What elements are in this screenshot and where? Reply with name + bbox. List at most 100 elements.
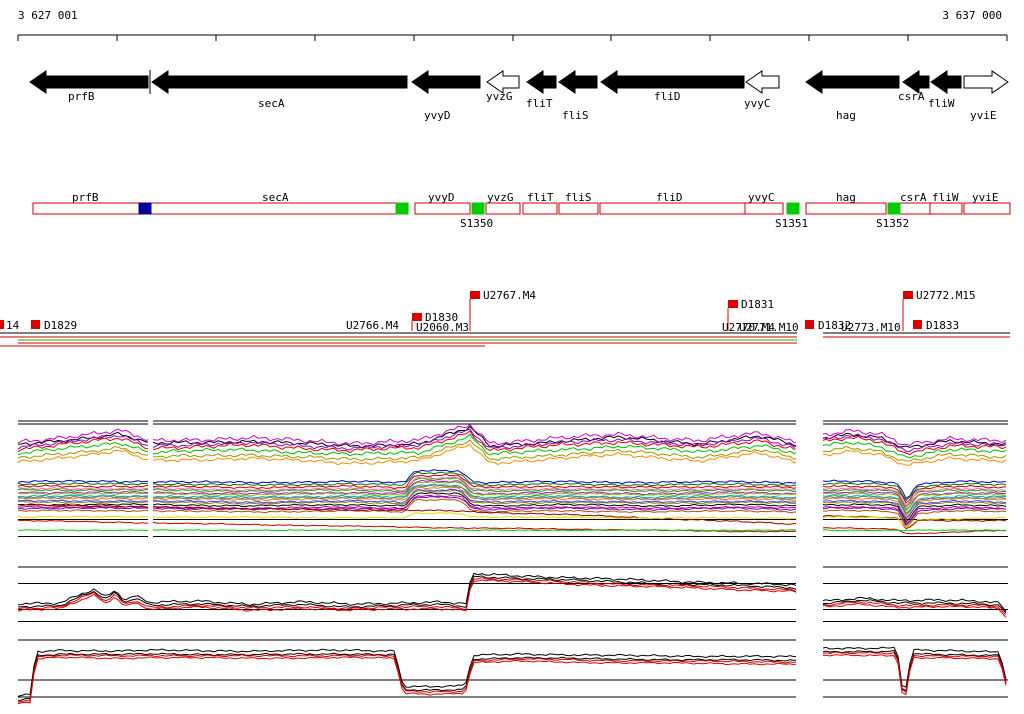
gene-arrow-csrA[interactable] — [902, 70, 930, 94]
probe-label-U2766.M4[interactable]: U2766.M4 — [346, 319, 399, 332]
probe-label-D1832[interactable]: D1832 — [818, 319, 851, 332]
gene-arrow-label-fliS: fliS — [562, 109, 589, 122]
probe-label-D1829[interactable]: D1829 — [44, 319, 77, 332]
probe-flag-14[interactable] — [0, 320, 4, 329]
probe-label-U2060.M3[interactable]: U2060.M3 — [416, 321, 469, 334]
gene-arrow-yvyD[interactable] — [411, 70, 481, 94]
gene-arrow-prfB[interactable] — [29, 70, 149, 94]
expression-series — [17, 439, 1007, 462]
expression-series — [17, 646, 1007, 697]
probe-flag-D1831[interactable] — [728, 300, 738, 308]
gene-box-label-hag: hag — [836, 191, 856, 204]
gene-box-csrA[interactable] — [899, 202, 931, 215]
gene-arrow-secA[interactable] — [151, 70, 408, 94]
probe-label-U2771.M10[interactable]: U2771.M10 — [739, 321, 799, 334]
gene-box-secA[interactable] — [150, 202, 409, 215]
gene-box-fliS[interactable] — [558, 202, 599, 215]
probe-flag-D1830[interactable] — [412, 313, 422, 321]
probe-label-D1833[interactable]: D1833 — [926, 319, 959, 332]
gene-arrow-label-hag: hag — [836, 109, 856, 122]
gene-box-yvyC[interactable] — [744, 202, 784, 215]
gene-box-fliW[interactable] — [929, 202, 963, 215]
segment-marker[interactable] — [138, 202, 152, 215]
gene-arrow-fliD[interactable] — [600, 70, 745, 94]
segment-label-S1350: S1350 — [460, 217, 493, 230]
probe-flag-D1829[interactable] — [31, 320, 40, 329]
expression-series — [17, 649, 1007, 702]
panel-gap — [796, 561, 823, 632]
probe-label-U2773.M10[interactable]: U2773.M10 — [841, 321, 901, 334]
expression-series — [17, 484, 1007, 515]
gene-box-label-fliS: fliS — [565, 191, 592, 204]
probe-flag-D1832[interactable] — [805, 320, 814, 329]
expression-series — [17, 489, 1007, 521]
expression-series — [17, 492, 1007, 523]
segment-marker-S1351[interactable] — [786, 202, 800, 215]
expression-series — [17, 577, 1007, 616]
gene-box-yviE[interactable] — [963, 202, 1011, 215]
gene-arrow-yvzG[interactable] — [486, 70, 520, 94]
expression-series — [17, 423, 1007, 447]
probe-flag-D1833[interactable] — [913, 320, 922, 329]
gene-box-label-fliT: fliT — [527, 191, 554, 204]
coordinate-end-label: 3 637 000 — [942, 9, 1002, 22]
gene-box-prfB[interactable] — [32, 202, 152, 215]
expression-series — [17, 575, 1007, 614]
probe-label-14[interactable]: 14 — [6, 319, 20, 332]
probe-label-D1830[interactable]: D1830 — [425, 311, 458, 324]
segment-label-S1351: S1351 — [775, 217, 808, 230]
gene-arrow-label-fliD: fliD — [654, 90, 681, 103]
gene-box-hag[interactable] — [805, 202, 887, 215]
segment-label-S1352: S1352 — [876, 217, 909, 230]
probe-flag-U2767.M4[interactable] — [470, 291, 480, 299]
segment-marker-S1352[interactable] — [887, 202, 901, 215]
gene-arrow-yvyC[interactable] — [745, 70, 780, 94]
expression-series — [17, 483, 1007, 514]
gene-arrow-label-yvyC: yvyC — [744, 97, 771, 110]
expression-series — [17, 579, 1007, 618]
gene-box-yvzG[interactable] — [485, 202, 521, 215]
segment-marker[interactable] — [395, 202, 409, 215]
probe-label-U2772.M15[interactable]: U2772.M15 — [916, 289, 976, 302]
expression-series — [17, 529, 1007, 532]
gene-box-fliD[interactable] — [599, 202, 746, 215]
expression-series — [17, 481, 1007, 512]
gene-arrow-hag[interactable] — [805, 70, 900, 94]
gene-arrow-yviE[interactable] — [963, 70, 1009, 94]
gene-box-label-yvyC: yvyC — [748, 191, 775, 204]
gene-box-label-fliD: fliD — [656, 191, 683, 204]
probe-flag-U2772.M15[interactable] — [903, 291, 913, 299]
expression-series — [17, 572, 1007, 612]
gene-arrow-fliT[interactable] — [526, 70, 557, 94]
probe-label-D1831[interactable]: D1831 — [741, 298, 774, 311]
coordinate-start-label: 3 627 001 — [18, 9, 78, 22]
expression-series — [17, 512, 1007, 528]
expression-series — [17, 479, 1007, 511]
expression-series — [17, 651, 1007, 703]
expression-series — [17, 488, 1007, 519]
gene-box-fliT[interactable] — [522, 202, 558, 215]
probe-label-U2770.M4[interactable]: U2770.M4 — [722, 321, 775, 334]
gene-arrow-label-yviE: yviE — [970, 109, 997, 122]
gene-arrow-label-csrA: csrA — [898, 90, 925, 103]
expression-series — [17, 425, 1007, 449]
probe-label-U2767.M4[interactable]: U2767.M4 — [483, 289, 536, 302]
expression-series — [17, 433, 1007, 459]
gene-arrow-label-yvzG: yvzG — [486, 90, 513, 103]
segment-marker-S1350[interactable] — [471, 202, 485, 215]
gene-arrow-label-prfB: prfB — [68, 90, 95, 103]
gene-box-label-yviE: yviE — [972, 191, 999, 204]
expression-series — [17, 653, 1007, 705]
gene-arrow-label-secA: secA — [258, 97, 285, 110]
gene-arrow-label-fliT: fliT — [526, 97, 553, 110]
expression-series — [17, 428, 1007, 452]
gene-box-yvyD[interactable] — [414, 202, 471, 215]
panel-gap — [796, 628, 823, 709]
expression-series — [17, 519, 1007, 535]
gene-arrow-fliW[interactable] — [930, 70, 962, 94]
expression-series — [17, 469, 1007, 500]
expression-series — [17, 430, 1007, 456]
expression-series — [17, 443, 1007, 466]
panel-gap — [796, 414, 823, 544]
gene-arrow-fliS[interactable] — [558, 70, 598, 94]
